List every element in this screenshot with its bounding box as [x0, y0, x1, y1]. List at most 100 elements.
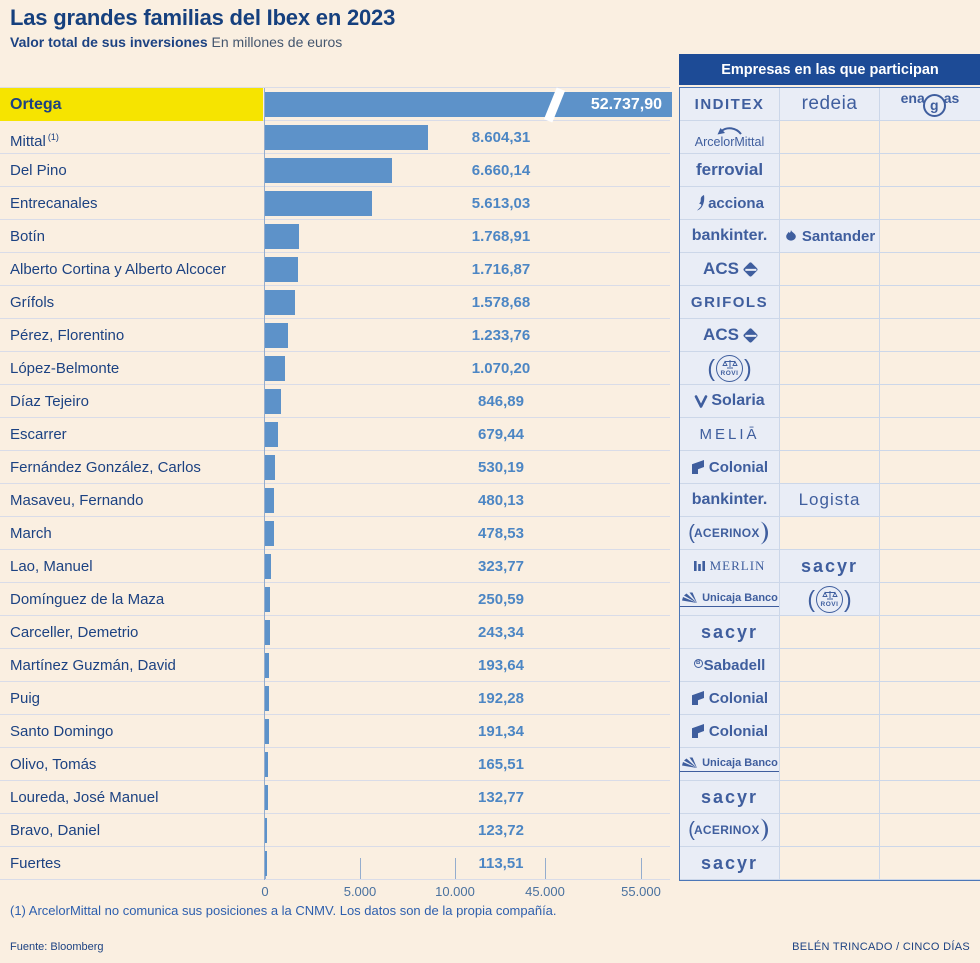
- sacyr-logo: sacyr: [700, 786, 759, 807]
- logo-cell-sacyr: sacyr: [680, 616, 780, 649]
- bar-value-label: 52.737,90: [590, 96, 662, 113]
- value-bar: 52.737,90: [265, 87, 672, 123]
- value-label: 243,34: [478, 624, 524, 641]
- logo-cell-merlin: MERLIN: [680, 550, 780, 583]
- acs-text: ACS: [703, 259, 739, 278]
- value-bar: [265, 686, 269, 711]
- value-label: 165,51: [478, 756, 524, 773]
- bankinter-logo: bankinter.: [691, 491, 768, 508]
- value-label: 323,77: [478, 558, 524, 575]
- chart-row: Alberto Cortina y Alberto Alcocer 1.716,8…: [0, 253, 670, 286]
- chart-row: Mittal (1) 8.604,31: [0, 121, 670, 154]
- chart-row: Botín 1.768,91: [0, 220, 670, 253]
- logo-cell-acerinox: (ACERINOX: [680, 814, 780, 847]
- value-bar: [265, 422, 278, 447]
- chart-row: López-Belmonte 1.070,20: [0, 352, 670, 385]
- logo-cell-inditex: INDITEX: [680, 88, 780, 121]
- rovi-circle-icon: ROVI: [716, 354, 743, 382]
- logo-cell-empty: [780, 517, 880, 550]
- logo-cell-acs: ACS: [680, 319, 780, 352]
- unicaja-logo: Unicaja Banco: [680, 757, 779, 772]
- value-label: 530,19: [478, 459, 524, 476]
- value-label: 679,44: [478, 426, 524, 443]
- family-label: Olivo, Tomás: [10, 756, 97, 773]
- logo-cell-empty: [780, 682, 880, 715]
- chart-row: Grífols 1.578,68: [0, 286, 670, 319]
- arcelormittal-swoosh-icon: [717, 127, 742, 135]
- axis-tick: [455, 858, 456, 879]
- chart-row: Loureda, José Manuel 132,77: [0, 781, 670, 814]
- inditex-logo: INDITEX: [694, 95, 765, 113]
- chart-row: Olivo, Tomás 165,51: [0, 748, 670, 781]
- colonial-flag-icon: [691, 724, 704, 738]
- merlin-text: MERLIN: [709, 558, 766, 573]
- grifols-logo: GRIFOLS: [690, 293, 769, 311]
- redeia-logo: redeia: [801, 93, 858, 114]
- logo-cell-empty: [880, 352, 980, 385]
- acerinox-paren-left: (: [688, 521, 695, 544]
- acs-diamond-icon: [742, 261, 759, 277]
- chart-row: Ortega 52.737,90: [0, 87, 672, 123]
- family-label: Lao, Manuel: [10, 558, 93, 575]
- logo-cell-empty: [780, 649, 880, 682]
- colonial-flag-icon: [691, 460, 704, 474]
- logo-cell-bankinter: bankinter.: [680, 484, 780, 517]
- chart-row: Escarrer 679,44: [0, 418, 670, 451]
- value-bar: [265, 587, 270, 612]
- logo-cell-bankinter: bankinter.: [680, 220, 780, 253]
- family-label: Carceller, Demetrio: [10, 624, 139, 641]
- family-label: López-Belmonte: [10, 360, 120, 377]
- footnote-marker: (1): [47, 132, 59, 142]
- melia-logo: MELIĀ: [699, 425, 760, 443]
- rovi-logo: (ROVI): [807, 585, 852, 613]
- value-label: 5.613,03: [471, 195, 531, 212]
- family-label: Masaveu, Fernando: [10, 492, 144, 509]
- logo-cell-empty: [880, 748, 980, 781]
- family-label: Bravo, Daniel: [10, 822, 101, 839]
- logo-cell-empty: [880, 715, 980, 748]
- family-label: Ortega: [10, 96, 62, 113]
- family-label: Escarrer: [10, 426, 67, 443]
- logo-cell-sacyr: sacyr: [680, 847, 780, 880]
- arcelormittal-text: ArcelorMittal: [694, 134, 765, 149]
- chart-row: Fuertes 113,51: [0, 847, 670, 880]
- value-label: 480,13: [478, 492, 524, 509]
- logo-cell-empty: [780, 847, 880, 880]
- family-label: Botín: [10, 228, 46, 245]
- logo-cell-empty: [780, 418, 880, 451]
- unicaja-logo: Unicaja Banco: [680, 592, 779, 607]
- family-label: Loureda, José Manuel: [10, 789, 159, 806]
- merlin-logo: MERLIN: [693, 558, 766, 574]
- sabadell-circle-b-icon: B: [693, 658, 703, 668]
- value-label: 6.660,14: [471, 162, 531, 179]
- logo-cell-redeia: redeia: [780, 88, 880, 121]
- enagas-text-post: as: [943, 89, 960, 106]
- family-label: Fernández González, Carlos: [10, 459, 201, 476]
- logo-cell-empty: [780, 286, 880, 319]
- ferrovial-logo: ferrovial: [695, 160, 764, 179]
- colonial-logo: Colonial: [691, 459, 768, 476]
- logo-cell-acs: ACS: [680, 253, 780, 286]
- rovi-scales-icon: [721, 359, 738, 369]
- axis-break-icon: [543, 87, 566, 123]
- value-bar: [265, 719, 269, 744]
- value-label: 8.604,31: [471, 129, 531, 146]
- chart-row: Martínez Guzmán, David 193,64: [0, 649, 670, 682]
- value-bar: [265, 851, 267, 876]
- chart-row: Fernández González, Carlos 530,19: [0, 451, 670, 484]
- value-label: 1.578,68: [471, 294, 531, 311]
- acerinox-logo: (ACERINOX: [688, 521, 770, 545]
- chart-row: Santo Domingo 191,34: [0, 715, 670, 748]
- rovi-paren-left: (: [707, 354, 715, 381]
- subtitle-bold: Valor total de sus inversiones: [10, 34, 208, 50]
- family-label: Mittal (1): [10, 132, 59, 150]
- colonial-text: Colonial: [708, 722, 769, 740]
- sabadell-logo: B Sabadell: [693, 657, 765, 674]
- family-label: Martínez Guzmán, David: [10, 657, 176, 674]
- logo-cell-empty: [880, 682, 980, 715]
- logo-cell-arcelormittal: ArcelorMittal: [680, 121, 780, 154]
- axis-tick-label: 55.000: [621, 884, 661, 899]
- logista-logo: Logista: [798, 490, 861, 509]
- logo-cell-empty: [880, 451, 980, 484]
- logo-cell-empty: [880, 781, 980, 814]
